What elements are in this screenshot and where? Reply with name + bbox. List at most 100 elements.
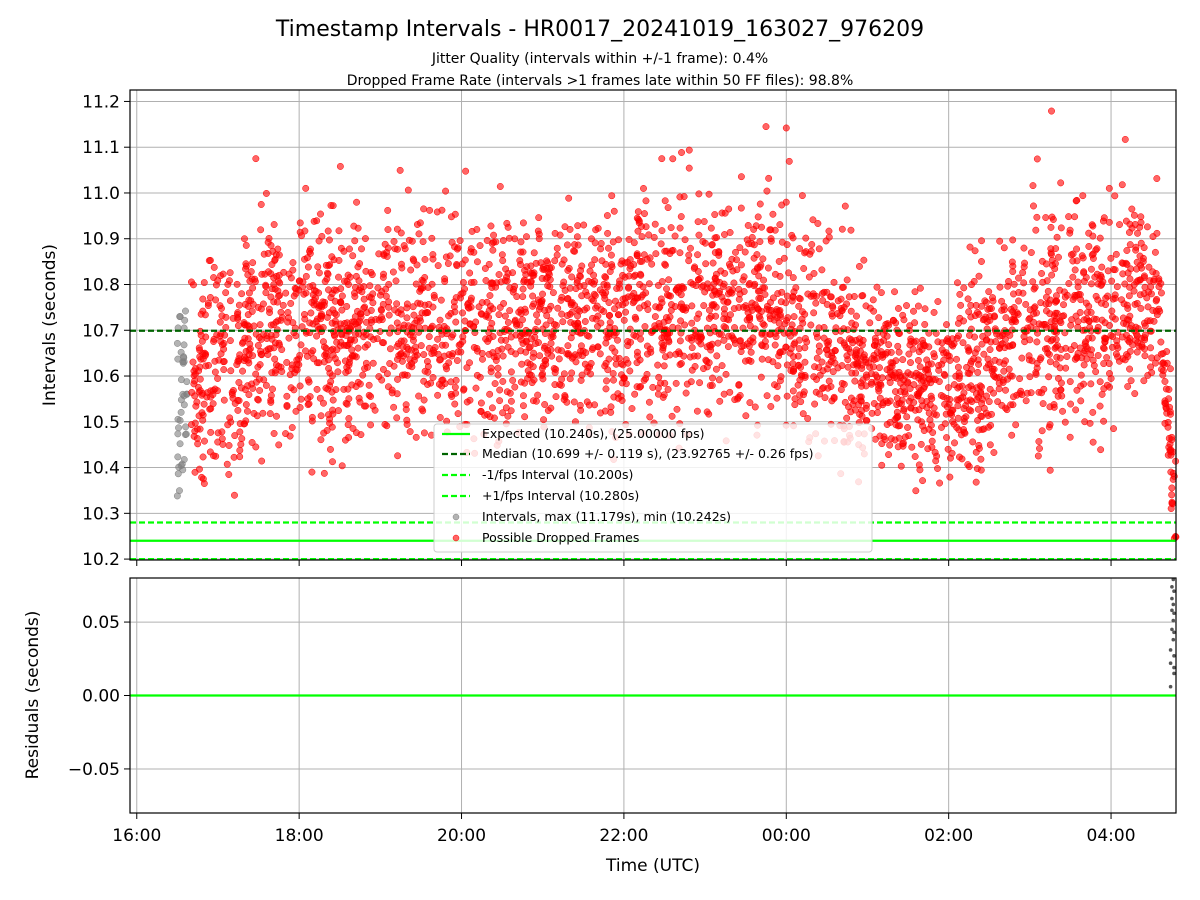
dropped-frame-point (397, 310, 405, 318)
dropped-frame-point (986, 441, 994, 449)
dropped-frame-point (851, 377, 859, 385)
dropped-frame-point (744, 222, 752, 229)
dropped-frame-point (393, 225, 401, 233)
dropped-frame-point (424, 381, 431, 388)
dropped-frame-point (1137, 304, 1145, 312)
dropped-frame-point (395, 324, 403, 332)
dropped-frame-point (899, 439, 907, 447)
dropped-frame-point (448, 393, 456, 400)
dropped-frame-point (895, 348, 903, 356)
dropped-frame-point (1077, 397, 1085, 405)
dropped-frame-point (332, 311, 340, 319)
dropped-frame-point (801, 344, 809, 352)
dropped-frame-point (1118, 333, 1126, 341)
dropped-frame-point (283, 401, 291, 409)
dropped-frame-point (873, 283, 881, 291)
dropped-frame-point (359, 371, 367, 379)
dropped-frame-point (506, 284, 514, 292)
dropped-frame-point (1078, 252, 1086, 260)
dropped-frame-point (489, 333, 497, 340)
dropped-frame-point (1108, 277, 1116, 285)
dropped-frame-point (702, 356, 710, 364)
dropped-frame-point (360, 283, 368, 291)
dropped-frame-point (632, 315, 640, 323)
dropped-frame-point (272, 331, 280, 339)
dropped-frame-point (944, 384, 952, 392)
dropped-frame-point (732, 248, 739, 256)
dropped-frame-point (476, 373, 484, 381)
dropped-frame-point (236, 420, 244, 428)
dropped-frame-point (1166, 408, 1174, 416)
dropped-frame-point (1044, 335, 1052, 343)
dropped-frame-point (612, 354, 620, 362)
dropped-frame-point (224, 280, 232, 288)
dropped-frame-point (1099, 217, 1107, 225)
dropped-frame-point (744, 309, 752, 316)
dropped-frame-point (1119, 270, 1127, 278)
dropped-frame-point (234, 309, 242, 316)
dropped-frame-point (651, 220, 659, 228)
dropped-frame-point (525, 344, 533, 352)
dropped-frame-point (509, 269, 517, 277)
dropped-frame-point (630, 239, 638, 247)
dropped-frame-point (1007, 401, 1015, 409)
dropped-frame-point (827, 293, 835, 301)
dropped-frame-point (345, 281, 352, 288)
dropped-frame-point (782, 299, 790, 307)
dropped-frame-point (783, 361, 791, 369)
dropped-frame-point (1157, 289, 1165, 297)
dropped-frame-point (1157, 350, 1165, 358)
dropped-frame-point (1164, 418, 1172, 426)
dropped-frame-point (548, 352, 556, 360)
dropped-frame-point (489, 246, 497, 254)
dropped-frame-point (379, 365, 387, 373)
dropped-frame-point (776, 348, 784, 356)
dropped-frame-point (677, 213, 685, 221)
dropped-frame-point (939, 393, 947, 401)
dropped-frame-point (657, 240, 665, 248)
dropped-frame-point (977, 412, 985, 420)
dropped-frame-point (244, 271, 252, 279)
dropped-frame-point (633, 250, 641, 258)
dropped-frame-point (783, 392, 791, 400)
dropped-frame-point (219, 358, 227, 366)
dropped-frame-point (561, 223, 569, 231)
dropped-frame-point (446, 252, 454, 260)
dropped-frame-point (894, 422, 902, 430)
dropped-frame-point (1008, 431, 1016, 439)
dropped-frame-point (916, 363, 924, 371)
dropped-frame-point (1004, 342, 1012, 350)
intervals-x-tickmarks (136, 560, 1112, 566)
dropped-frame-point (212, 281, 220, 289)
dropped-frame-point (787, 345, 795, 353)
dropped-frame-point (365, 381, 373, 389)
dropped-frame-point (792, 284, 800, 292)
dropped-frame-point (1080, 361, 1088, 369)
dropped-frame-point (477, 399, 485, 407)
dropped-frame-point (519, 402, 527, 410)
legend-entry-expected: Expected (10.240s), (25.00000 fps) (442, 426, 704, 441)
dropped-frame-point (526, 371, 534, 379)
dropped-frame-point (853, 312, 860, 320)
dropped-frame-point (509, 376, 517, 384)
dropped-frame-point (1072, 197, 1080, 205)
dropped-frame-point (320, 399, 327, 407)
dropped-frame-point (798, 192, 806, 200)
dropped-frame-point (829, 304, 837, 312)
dropped-frame-point (1010, 393, 1017, 401)
dropped-frame-point (234, 357, 242, 365)
dropped-frame-point (344, 271, 352, 279)
dropped-frame-point (658, 334, 666, 342)
dropped-frame-point (382, 292, 390, 300)
dropped-frame-point (928, 395, 936, 403)
dropped-frame-point (695, 190, 703, 198)
dropped-frame-point (256, 387, 264, 394)
dropped-frame-point (982, 409, 990, 417)
dropped-frame-point (438, 206, 446, 214)
dropped-frame-point (499, 237, 507, 244)
dropped-frame-point (863, 417, 871, 425)
interval-point (180, 401, 188, 409)
dropped-frame-point (223, 460, 231, 468)
x-tick-label: 20:00 (437, 826, 486, 846)
dropped-frame-point (571, 302, 579, 309)
